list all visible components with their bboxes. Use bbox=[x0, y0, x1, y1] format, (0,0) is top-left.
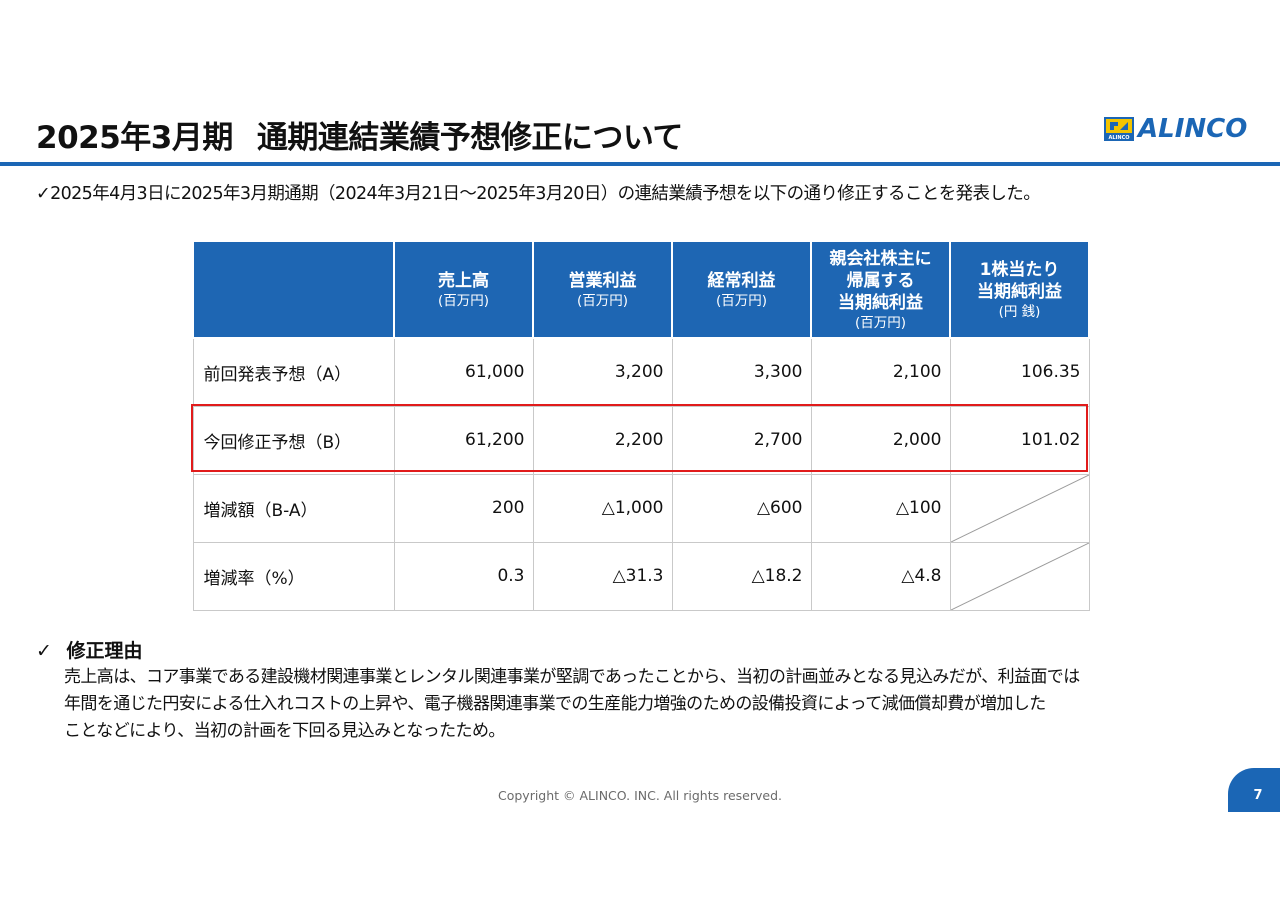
header-main-line: 経常利益 bbox=[707, 270, 776, 291]
header-main-line: 1株当たり bbox=[979, 259, 1060, 280]
cell-value: 106.35 bbox=[949, 337, 1090, 407]
lead-statement: ✓2025年4月3日に2025年3月期通期（2024年3月21日～2025年3月… bbox=[36, 184, 1041, 204]
header-col-sales: 売上高 (百万円) bbox=[393, 240, 534, 339]
slide-title: 2025年3月期 通期連結業績予想修正について bbox=[36, 112, 683, 157]
cell-value: 2,000 bbox=[810, 405, 951, 475]
reason-body: 売上高は、コア事業である建設機材関連事業とレンタル関連事業が堅調であったことから… bbox=[64, 664, 1234, 745]
reason-heading-text: 修正理由 bbox=[66, 640, 143, 662]
reason-line: 売上高は、コア事業である建設機材関連事業とレンタル関連事業が堅調であったことから… bbox=[64, 667, 1080, 687]
header-unit: (円 銭) bbox=[998, 303, 1041, 320]
header-main-line: 営業利益 bbox=[568, 270, 637, 291]
check-icon: ✓ bbox=[36, 640, 52, 662]
cell-value: 3,300 bbox=[671, 337, 812, 407]
header-unit: (百万円) bbox=[715, 292, 768, 309]
header-corner-cell bbox=[192, 240, 395, 339]
header-unit: (百万円) bbox=[854, 314, 907, 331]
header-col-eps: 1株当たり 当期純利益 (円 銭) bbox=[949, 240, 1090, 339]
reason-heading: ✓ 修正理由 bbox=[36, 636, 143, 663]
not-applicable-cell bbox=[949, 473, 1090, 543]
header-main-line: 帰属する bbox=[846, 270, 915, 291]
header-main-line: 売上高 bbox=[438, 270, 489, 291]
cell-value: △31.3 bbox=[532, 541, 673, 611]
row-label: 今回修正予想（B） bbox=[192, 405, 395, 475]
copyright-footer: Copyright © ALINCO. INC. All rights rese… bbox=[497, 788, 782, 803]
header-main-line: 当期純利益 bbox=[838, 292, 923, 313]
row-label: 前回発表予想（A） bbox=[192, 337, 395, 407]
cell-value: △18.2 bbox=[671, 541, 812, 611]
not-applicable-cell bbox=[949, 541, 1090, 611]
header-unit: (百万円) bbox=[576, 292, 629, 309]
cell-value: △1,000 bbox=[532, 473, 673, 543]
cell-value: 3,200 bbox=[532, 337, 673, 407]
diagonal-slash-icon bbox=[950, 542, 1089, 610]
logo-mark-text: ALINCO bbox=[1108, 135, 1129, 141]
alinco-logo-mark-icon: ALINCO bbox=[1104, 117, 1134, 141]
header-main-line: 当期純利益 bbox=[977, 281, 1062, 302]
table-row-change-rate: 増減率（%） 0.3 △31.3 △18.2 △4.8 bbox=[192, 541, 1090, 611]
cell-value: 2,200 bbox=[532, 405, 673, 475]
table-row-previous-forecast: 前回発表予想（A） 61,000 3,200 3,300 2,100 106.3… bbox=[192, 337, 1090, 407]
title-period: 2025年3月期 bbox=[36, 120, 233, 156]
cell-value: 2,100 bbox=[810, 337, 951, 407]
diagonal-slash-icon bbox=[950, 474, 1089, 542]
cell-value: △4.8 bbox=[810, 541, 951, 611]
header-main-line: 親会社株主に bbox=[829, 248, 932, 269]
cell-value: 200 bbox=[393, 473, 534, 543]
header-col-operating-profit: 営業利益 (百万円) bbox=[532, 240, 673, 339]
logo-text: ALINCO bbox=[1138, 114, 1248, 144]
row-label: 増減額（B-A） bbox=[192, 473, 395, 543]
row-label: 増減率（%） bbox=[192, 541, 395, 611]
forecast-table: 売上高 (百万円) 営業利益 (百万円) 経常利益 (百万円) 親会社株主に 帰… bbox=[192, 240, 1090, 611]
cell-value: 61,200 bbox=[393, 405, 534, 475]
cell-value: △600 bbox=[671, 473, 812, 543]
cell-value: 101.02 bbox=[949, 405, 1090, 475]
title-divider bbox=[0, 162, 1280, 166]
header-col-ordinary-profit: 経常利益 (百万円) bbox=[671, 240, 812, 339]
title-subject: 通期連結業績予想修正について bbox=[256, 120, 684, 156]
page-number-badge: 7 bbox=[1228, 768, 1280, 812]
table-row-revised-forecast: 今回修正予想（B） 61,200 2,200 2,700 2,000 101.0… bbox=[192, 405, 1090, 475]
header-col-net-income: 親会社株主に 帰属する 当期純利益 (百万円) bbox=[810, 240, 951, 339]
reason-line: 年間を通じた円安による仕入れコストの上昇や、電子機器関連事業での生産能力増強のた… bbox=[64, 694, 1046, 714]
reason-line: ことなどにより、当初の計画を下回る見込みとなったため。 bbox=[64, 721, 505, 741]
header-unit: (百万円) bbox=[437, 292, 490, 309]
table-row-change-amount: 増減額（B-A） 200 △1,000 △600 △100 bbox=[192, 473, 1090, 543]
alinco-logo: ALINCO ALINCO bbox=[1104, 116, 1247, 142]
cell-value: △100 bbox=[810, 473, 951, 543]
cell-value: 61,000 bbox=[393, 337, 534, 407]
cell-value: 0.3 bbox=[393, 541, 534, 611]
table-header-row: 売上高 (百万円) 営業利益 (百万円) 経常利益 (百万円) 親会社株主に 帰… bbox=[192, 240, 1090, 339]
cell-value: 2,700 bbox=[671, 405, 812, 475]
